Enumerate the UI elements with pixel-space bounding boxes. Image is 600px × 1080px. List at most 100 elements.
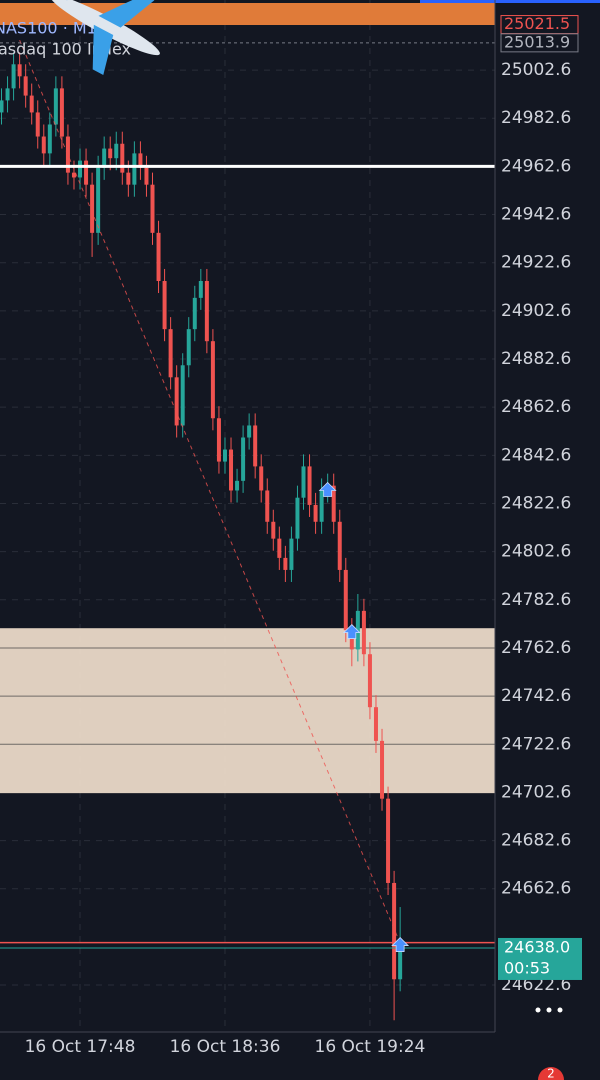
y-tick-label: 24882.6 bbox=[501, 349, 571, 369]
candle-body bbox=[289, 538, 294, 570]
candle-body bbox=[138, 153, 143, 168]
last-price-label: 24638.0 bbox=[504, 937, 570, 956]
candle-body bbox=[0, 100, 4, 113]
candle-body bbox=[156, 232, 161, 281]
y-tick-label: 24662.6 bbox=[501, 879, 571, 899]
y-tick-label: 24682.6 bbox=[501, 831, 571, 851]
candle-body bbox=[373, 707, 378, 741]
candle-body bbox=[343, 569, 348, 631]
marks bbox=[0, 52, 403, 1021]
candle-body bbox=[5, 88, 10, 101]
candle-body bbox=[313, 504, 318, 522]
y-tick-label: 24782.6 bbox=[501, 590, 571, 610]
candle-body bbox=[235, 480, 240, 491]
candle-body bbox=[162, 280, 167, 330]
price-level-label: 25013.9 bbox=[504, 32, 570, 51]
candle-body bbox=[17, 64, 22, 77]
buy-marker bbox=[342, 623, 361, 639]
buy-marker bbox=[391, 936, 410, 952]
x-tick-label: 16 Oct 19:24 bbox=[315, 1037, 426, 1057]
y-tick-label: 24702.6 bbox=[501, 782, 571, 802]
candle-body bbox=[150, 184, 155, 233]
price-level-label: 25021.5 bbox=[504, 14, 570, 33]
candle-body bbox=[108, 148, 113, 159]
buy-marker bbox=[318, 481, 337, 497]
candle-body bbox=[392, 882, 397, 980]
candle-body bbox=[210, 341, 215, 419]
candle-body bbox=[114, 143, 119, 159]
dot bbox=[546, 1007, 552, 1013]
y-tick-label: 24942.6 bbox=[501, 205, 571, 225]
candle-body bbox=[132, 153, 137, 185]
y-tick-label: 24622.6 bbox=[501, 975, 571, 995]
candle-body bbox=[11, 64, 16, 89]
x-tick-label: 16 Oct 18:36 bbox=[170, 1037, 281, 1057]
candle-body bbox=[78, 160, 83, 178]
candle-body bbox=[229, 449, 234, 491]
candle-body bbox=[349, 630, 354, 650]
candle-body bbox=[386, 798, 391, 883]
candle-body bbox=[367, 654, 372, 708]
candle-body bbox=[283, 557, 288, 570]
y-tick-label: 24922.6 bbox=[501, 253, 571, 273]
candle-body bbox=[174, 377, 179, 426]
price-level-box bbox=[500, 33, 579, 53]
candle-body bbox=[253, 425, 258, 467]
y-tick-label: 24982.6 bbox=[501, 108, 571, 128]
badge-count: 2 bbox=[547, 1067, 555, 1080]
zone bbox=[0, 628, 495, 794]
candle-body bbox=[120, 143, 125, 173]
y-tick-label: 24722.6 bbox=[501, 734, 571, 754]
candle-body bbox=[216, 418, 221, 462]
y-tick-label: 24842.6 bbox=[501, 445, 571, 465]
y-tick-label: 25002.6 bbox=[501, 60, 571, 80]
candle-body bbox=[192, 297, 197, 330]
last-price-box bbox=[498, 937, 582, 980]
candle-body bbox=[398, 947, 403, 980]
candle-body bbox=[259, 466, 264, 491]
countdown: 00:53 bbox=[504, 958, 550, 977]
candle-body bbox=[29, 95, 34, 113]
candle-body bbox=[301, 466, 306, 498]
y-tick-label: 24742.6 bbox=[501, 686, 571, 706]
candle-body bbox=[71, 172, 76, 178]
candle-body bbox=[59, 88, 64, 137]
candle-body bbox=[247, 425, 252, 438]
y-tick-label: 24862.6 bbox=[501, 397, 571, 417]
candle-body bbox=[96, 167, 101, 233]
wing bbox=[92, 24, 114, 76]
candle-body bbox=[126, 172, 131, 185]
candle-body bbox=[102, 148, 107, 168]
fuselage bbox=[50, 0, 160, 56]
candle-body bbox=[84, 160, 89, 185]
trendline bbox=[19, 40, 401, 944]
y-tick-label: 24902.6 bbox=[501, 301, 571, 321]
candle-body bbox=[331, 485, 336, 522]
candle-body bbox=[41, 136, 46, 154]
candle-body bbox=[198, 280, 203, 298]
candle-body bbox=[277, 538, 282, 558]
y-tick-label: 24802.6 bbox=[501, 542, 571, 562]
dot bbox=[535, 1007, 541, 1013]
x-tick-label: 16 Oct 17:48 bbox=[25, 1037, 136, 1057]
candle-body bbox=[47, 124, 52, 154]
candle-body bbox=[23, 76, 28, 96]
more-icon[interactable] bbox=[535, 1007, 563, 1013]
candle-body bbox=[361, 610, 366, 655]
candle-body bbox=[180, 365, 185, 426]
candle-body bbox=[53, 88, 58, 125]
candle-body bbox=[186, 329, 191, 366]
top-accent bbox=[420, 0, 600, 3]
candle-body bbox=[380, 740, 385, 799]
dot bbox=[557, 1007, 563, 1013]
y-tick-label: 24962.6 bbox=[501, 156, 571, 176]
candle-body bbox=[295, 497, 300, 539]
y-tick-label: 24762.6 bbox=[501, 638, 571, 658]
candle-body bbox=[35, 112, 40, 137]
airplane-icon bbox=[50, 0, 160, 76]
candle-body bbox=[265, 490, 270, 522]
badge[interactable] bbox=[538, 1067, 564, 1080]
